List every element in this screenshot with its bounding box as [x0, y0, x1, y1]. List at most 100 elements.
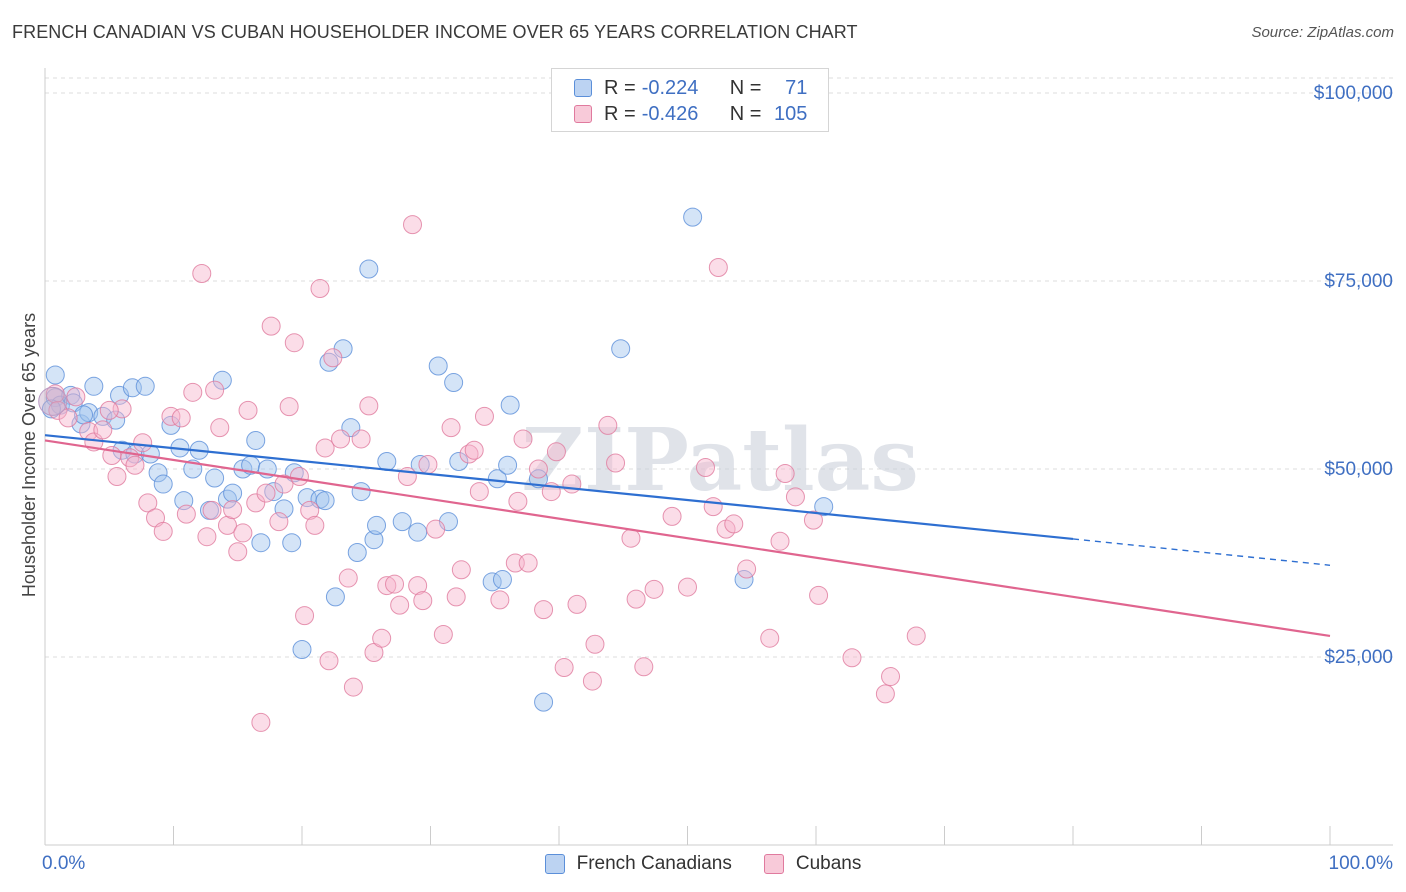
data-points: [38, 207, 926, 732]
point-french-canadians: [351, 482, 371, 502]
point-cubans: [99, 400, 119, 420]
point-cubans: [377, 576, 397, 596]
x-tick-label-right: 100.0%: [1329, 853, 1394, 874]
point-cubans: [695, 458, 715, 478]
point-cubans: [161, 406, 181, 426]
point-cubans: [760, 628, 780, 648]
legend-n-value: 71: [785, 76, 808, 99]
point-french-canadians: [79, 403, 99, 423]
point-cubans: [372, 628, 392, 648]
point-cubans: [284, 333, 304, 353]
point-cubans: [464, 440, 484, 460]
point-french-canadians: [487, 469, 507, 489]
legend-r-value: -0.224: [641, 76, 699, 99]
point-french-canadians: [449, 452, 469, 471]
point-french-canadians: [205, 468, 225, 488]
point-cubans: [279, 397, 299, 417]
point-cubans: [528, 459, 548, 479]
trend-line-extension: [1072, 538, 1331, 566]
axes: [44, 68, 1393, 846]
point-cubans: [359, 396, 379, 416]
point-french-canadians: [315, 491, 335, 511]
point-french-canadians: [325, 587, 345, 607]
point-french-canadians: [84, 376, 104, 396]
point-cubans: [202, 500, 222, 520]
point-cubans: [459, 444, 479, 464]
point-french-canadians: [498, 455, 518, 475]
point-cubans: [474, 406, 494, 426]
legend-r-value: -0.426: [641, 102, 699, 125]
point-cubans: [295, 606, 315, 626]
point-cubans: [567, 594, 587, 614]
correlation-legend: R = -0.224 N = 71 R = -0.426 N = 105: [551, 68, 829, 132]
legend-r-label: R =: [604, 102, 636, 125]
point-cubans: [644, 579, 664, 599]
point-cubans: [228, 542, 248, 562]
point-cubans: [256, 483, 276, 503]
point-french-canadians: [444, 373, 464, 393]
point-cubans: [125, 455, 145, 475]
legend-item-french-canadians[interactable]: French Canadians: [544, 853, 732, 875]
legend-swatch-blue: [544, 854, 565, 874]
point-cubans: [582, 671, 602, 691]
point-french-canadians: [611, 339, 631, 359]
point-french-canadians: [153, 474, 173, 494]
point-french-canadians: [223, 483, 243, 503]
tick-labels: $25,000 $50,000 $75,000 $100,000 0.0% 100.0%: [42, 83, 1393, 874]
legend-r-label: R =: [604, 76, 636, 99]
point-cubans: [881, 667, 901, 687]
point-cubans: [133, 433, 153, 453]
point-french-canadians: [364, 530, 384, 550]
point-french-canadians: [212, 370, 232, 390]
point-french-canadians: [500, 395, 520, 415]
point-cubans: [413, 591, 433, 611]
point-cubans: [385, 574, 405, 594]
point-cubans: [205, 380, 225, 400]
point-french-canadians: [359, 259, 379, 279]
y-tick-label: $100,000: [1314, 83, 1393, 104]
trend-line-cubans: [44, 439, 1331, 638]
point-cubans: [403, 215, 423, 235]
point-cubans: [770, 531, 790, 551]
point-cubans: [331, 429, 351, 449]
point-cubans: [138, 493, 158, 513]
point-cubans: [562, 474, 582, 494]
legend-swatch-pink: [574, 105, 592, 123]
point-cubans: [246, 493, 266, 513]
point-french-canadians: [45, 365, 65, 385]
point-cubans: [534, 600, 554, 620]
point-cubans: [261, 316, 281, 336]
point-cubans: [708, 257, 728, 277]
point-french-canadians: [251, 533, 271, 553]
point-cubans: [176, 504, 196, 524]
trend-line-french-canadians: [44, 434, 1074, 541]
legend-n-value: 105: [774, 102, 808, 125]
y-tick-label: $25,000: [1324, 647, 1393, 668]
point-cubans: [875, 684, 895, 704]
point-cubans: [490, 590, 510, 610]
point-french-canadians: [367, 515, 387, 535]
chart-source: Source: ZipAtlas.com: [1251, 24, 1394, 41]
point-cubans: [451, 560, 471, 580]
point-cubans: [343, 677, 363, 697]
point-cubans: [192, 264, 212, 284]
point-cubans: [678, 577, 697, 597]
point-cubans: [338, 568, 358, 588]
point-french-canadians: [534, 692, 554, 712]
point-cubans: [251, 712, 271, 732]
point-french-canadians: [377, 452, 397, 471]
point-cubans: [803, 510, 823, 530]
point-cubans: [153, 521, 173, 541]
point-cubans: [66, 387, 86, 407]
point-cubans: [107, 467, 127, 487]
legend-item-cubans[interactable]: Cubans: [763, 853, 861, 875]
point-cubans: [390, 595, 410, 615]
point-cubans: [621, 528, 641, 548]
point-cubans: [418, 455, 438, 475]
point-cubans: [785, 487, 805, 507]
point-cubans: [634, 657, 654, 677]
point-cubans: [842, 648, 862, 668]
chart-title: FRENCH CANADIAN VS CUBAN HOUSEHOLDER INC…: [12, 22, 858, 42]
y-axis-label: Householder Income Over 65 years: [19, 313, 39, 597]
